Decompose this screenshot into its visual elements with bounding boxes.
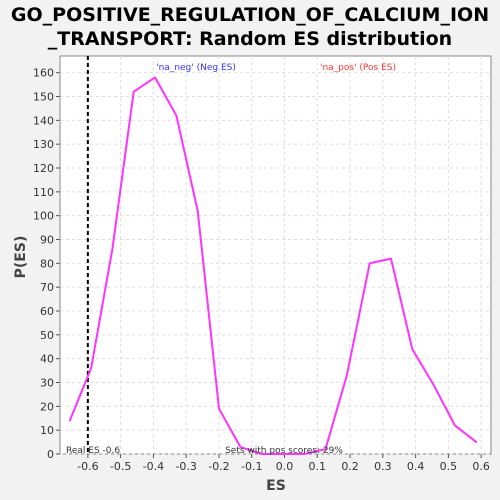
x-tick-label: 0.4 <box>407 460 425 473</box>
grid-lines <box>60 56 491 455</box>
data-point <box>260 453 263 455</box>
y-tick-label: 30 <box>40 377 54 390</box>
y-tick-label: 150 <box>33 91 54 104</box>
series-points <box>69 76 478 455</box>
x-tick-label: 0.1 <box>309 460 327 473</box>
y-axis: 0 10 20 30 40 50 60 70 80 90 100 110 120 130 140 150 160 <box>33 67 60 461</box>
y-tick-label: 0 <box>47 448 54 461</box>
x-tick-label: 0.5 <box>440 460 458 473</box>
data-point <box>324 448 327 451</box>
x-tick-label: -0.3 <box>175 460 196 473</box>
data-point <box>411 348 414 350</box>
pos-es-label: 'na_pos' (Pos ES) <box>320 63 396 73</box>
y-tick-label: 50 <box>40 329 54 342</box>
chart-title-line-2: _TRANSPORT: Random ES distribution <box>47 28 453 50</box>
y-tick-label: 160 <box>33 67 54 80</box>
data-point <box>368 262 371 265</box>
y-tick-label: 90 <box>40 234 54 247</box>
plot-area <box>59 55 492 455</box>
y-tick-label: 20 <box>40 400 54 413</box>
x-axis-label: ES <box>266 478 286 494</box>
data-point <box>196 210 199 212</box>
x-axis: -0.6 -0.5 -0.4 -0.3 -0.2 -0.1 0.0 0.1 0.2 0.3 0.4 0… <box>77 454 490 473</box>
data-point <box>282 453 284 455</box>
x-tick-label: 0.2 <box>341 460 359 473</box>
data-point <box>390 257 392 260</box>
x-tick-label: -0.1 <box>241 460 262 473</box>
y-tick-label: 130 <box>33 138 54 151</box>
y-tick-label: 40 <box>40 353 54 366</box>
data-point <box>69 419 71 422</box>
data-point <box>132 90 135 93</box>
data-point <box>475 441 478 443</box>
y-tick-label: 10 <box>40 424 54 437</box>
data-point <box>218 407 220 410</box>
x-tick-label: 0.6 <box>472 460 490 473</box>
x-tick-label: -0.6 <box>77 460 98 473</box>
data-point <box>345 374 348 377</box>
chart-title-line-1: GO_POSITIVE_REGULATION_OF_CALCIUM_ION <box>10 4 490 26</box>
data-point <box>154 76 156 79</box>
x-tick-label: 0.3 <box>374 460 392 473</box>
pos-scores-annotation: Sets with pos scores: 29% <box>225 446 343 456</box>
data-point <box>454 424 456 427</box>
x-tick-label: 0.0 <box>276 460 294 473</box>
data-point <box>239 446 242 448</box>
real-es-annotation: Real ES -0.6 <box>66 446 120 456</box>
y-tick-label: 100 <box>33 210 54 223</box>
data-point <box>432 384 435 386</box>
y-axis-label: P(ES) <box>13 236 29 279</box>
es-distribution-series-line <box>68 76 477 455</box>
y-tick-label: 80 <box>40 257 54 270</box>
data-point <box>111 248 114 250</box>
y-tick-label: 140 <box>33 114 54 127</box>
neg-es-label: 'na_neg' (Neg ES) <box>156 63 236 73</box>
y-tick-label: 120 <box>33 162 54 175</box>
x-tick-label: -0.5 <box>110 460 131 473</box>
x-tick-label: -0.4 <box>143 460 164 473</box>
data-point <box>303 453 305 455</box>
y-tick-label: 110 <box>33 186 54 199</box>
data-point <box>90 367 92 370</box>
y-tick-label: 60 <box>40 305 54 318</box>
y-tick-label: 70 <box>40 281 54 294</box>
x-tick-label: -0.2 <box>208 460 229 473</box>
data-point <box>175 114 178 117</box>
